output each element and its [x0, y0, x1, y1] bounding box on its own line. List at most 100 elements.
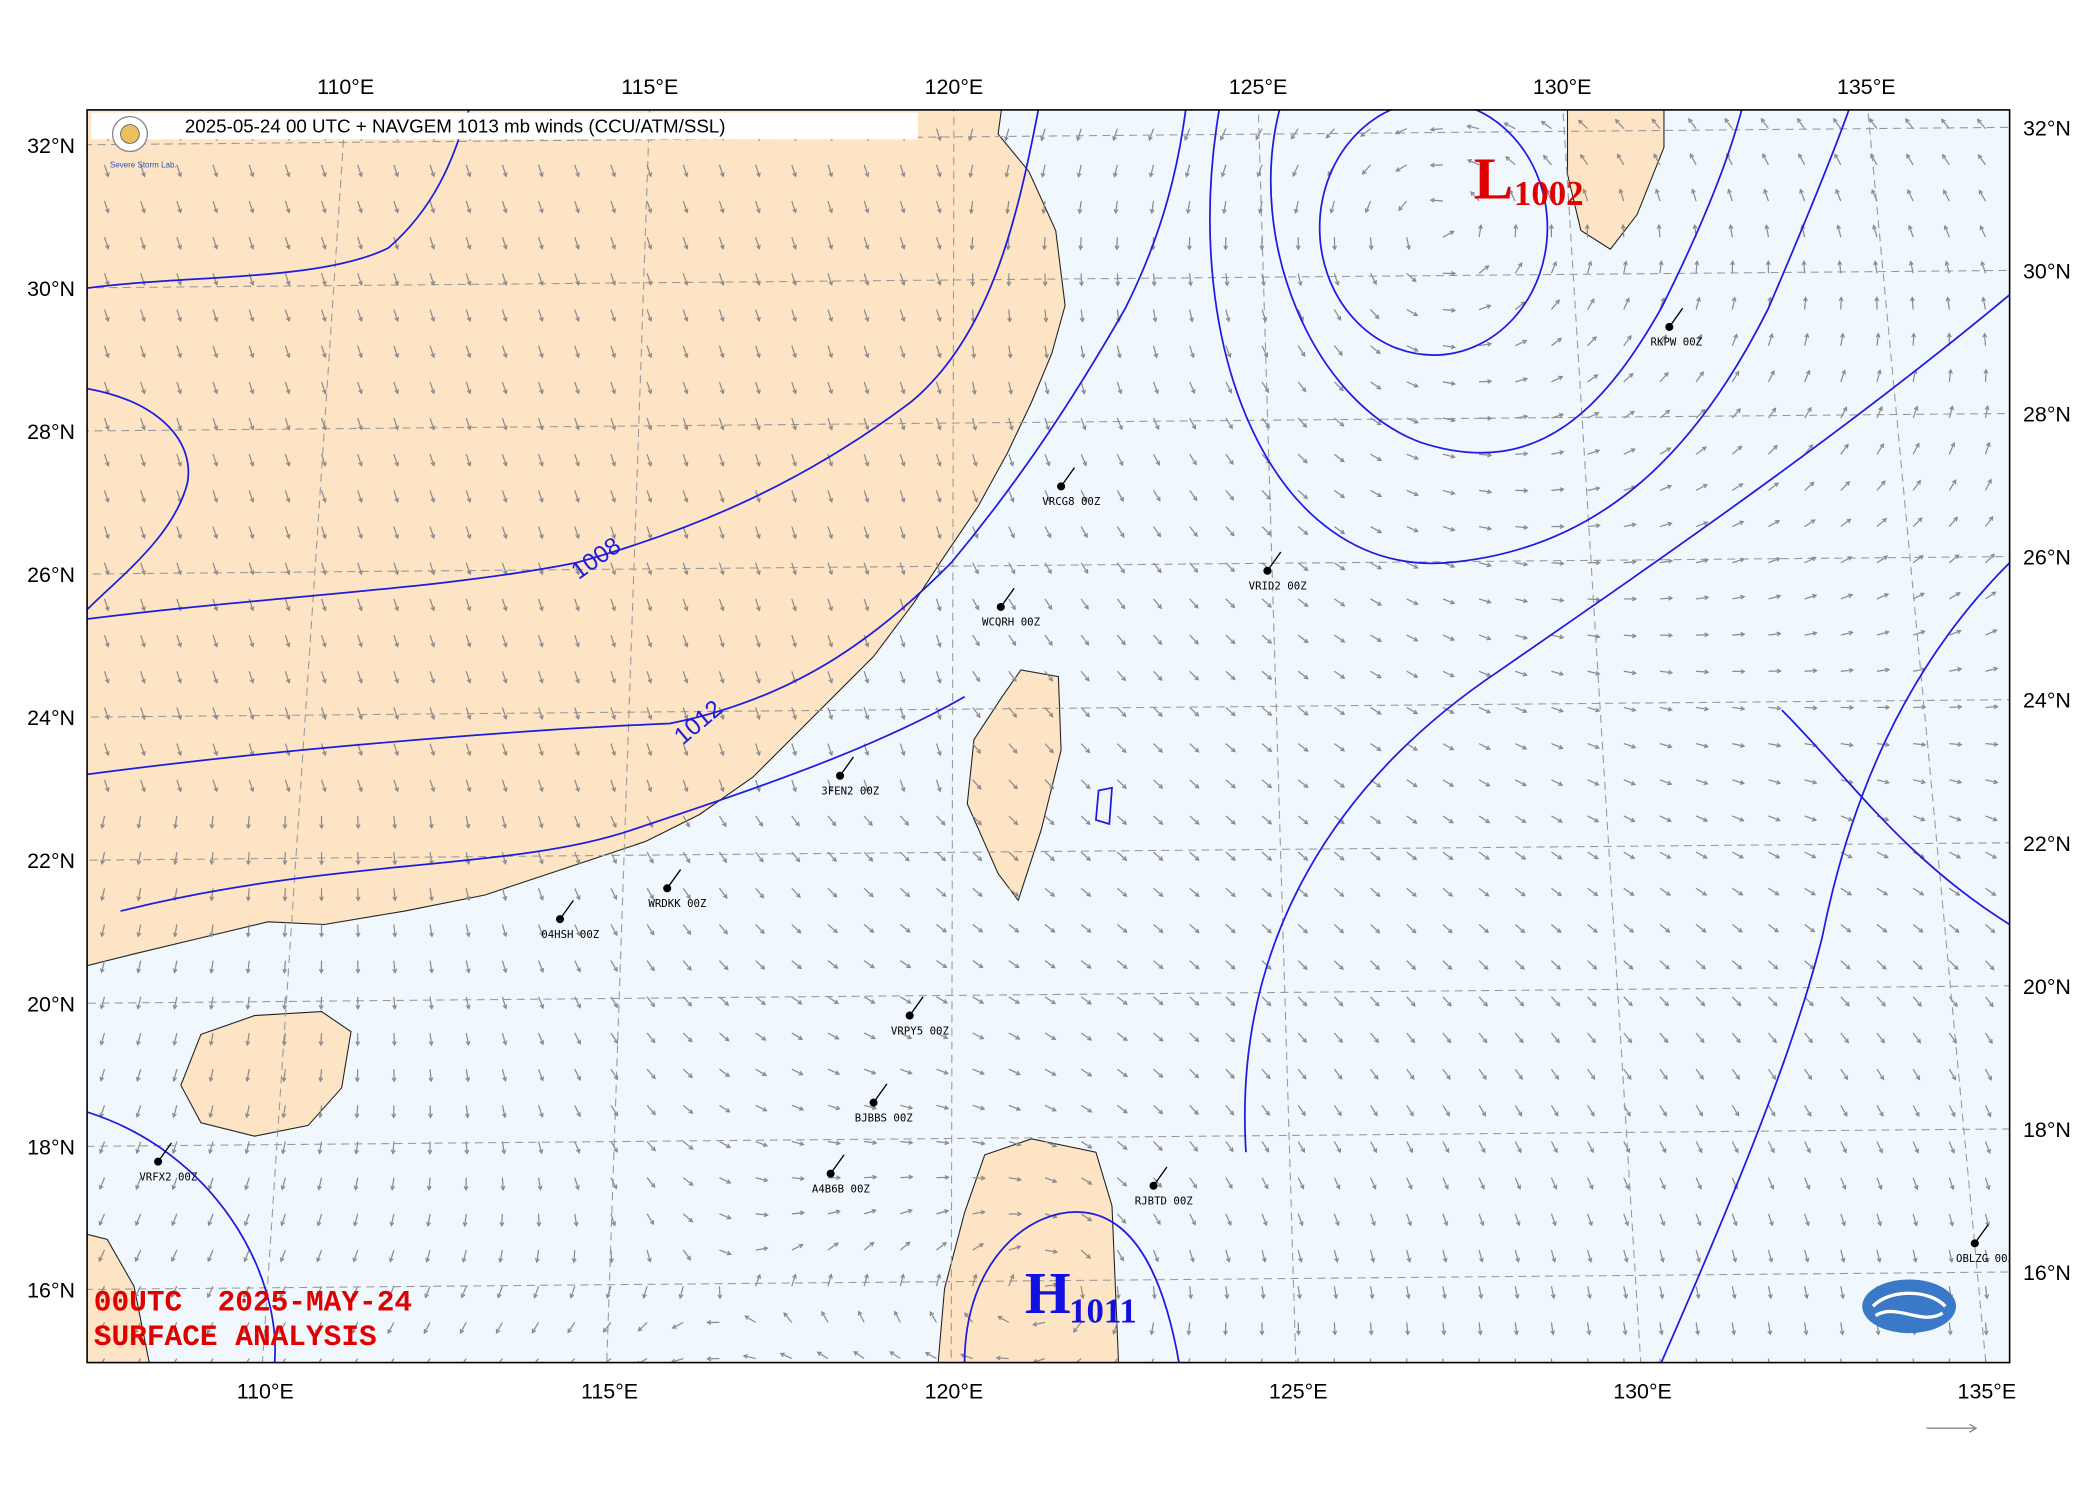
wind-arrow-head [611, 642, 617, 648]
wind-arrow [1840, 996, 1850, 1007]
wind-arrow-head [141, 172, 146, 178]
wind-arrow-head [249, 678, 255, 684]
wind-arrow-head [1049, 820, 1055, 826]
wind-arrow [574, 454, 580, 466]
wind-arrow [1912, 517, 1923, 528]
wind-arrow-head [1594, 817, 1600, 823]
wind-arrow-head [1588, 1184, 1594, 1190]
wind-arrow-head [1376, 819, 1382, 824]
wind-arrow [1225, 526, 1235, 537]
wind-arrow-head [683, 497, 689, 504]
wind-arrow-head [1631, 522, 1637, 528]
wind-arrow [173, 1358, 178, 1363]
wind-arrow [1550, 1177, 1557, 1189]
wind-arrow-head [1953, 965, 1959, 971]
wind-arrow [719, 1140, 731, 1148]
wind-arrow [1876, 1068, 1885, 1080]
wind-arrow-head [1188, 1294, 1194, 1300]
wind-arrow [574, 1213, 578, 1226]
wind-arrow [646, 1032, 656, 1043]
wind-arrow-head [611, 714, 617, 721]
wind-arrow [1479, 380, 1492, 383]
wind-arrow-head [1915, 442, 1920, 448]
wind-arrow-head [1087, 1144, 1093, 1149]
wind-arrow-head [980, 1140, 986, 1146]
wind-arrow [1008, 562, 1016, 574]
right-latitude-label: 16°N [2023, 1261, 2071, 1285]
wind-arrow [791, 164, 797, 177]
wind-arrow [1370, 1068, 1379, 1080]
wind-arrow [682, 960, 692, 971]
wind-arrow [1804, 1068, 1812, 1080]
wind-arrow [1370, 1141, 1377, 1153]
wind-arrow [972, 454, 977, 466]
wind-arrow-head [1009, 497, 1015, 503]
wind-arrow [1189, 743, 1199, 753]
wind-arrow-head [1115, 1294, 1121, 1300]
wind-arrow [429, 200, 435, 213]
wind-arrow [1478, 1322, 1482, 1335]
wind-arrow [465, 888, 470, 901]
wind-arrow [936, 1210, 949, 1215]
wind-arrow-head [245, 896, 251, 902]
wind-arrow-head [1119, 532, 1125, 538]
station-barb [909, 996, 924, 1016]
wind-arrow-head [1303, 783, 1309, 789]
wind-arrow-head [1484, 265, 1490, 270]
wind-arrow [1984, 1249, 1989, 1262]
wind-arrow-head [1558, 708, 1564, 713]
wind-arrow [827, 273, 833, 285]
wind-arrow [209, 1358, 214, 1363]
wind-arrow-head [649, 894, 654, 900]
wind-arrow-head [1911, 332, 1917, 338]
wind-arrow [1442, 1322, 1445, 1335]
wind-arrow [1365, 200, 1372, 213]
wind-arrow [1261, 1213, 1268, 1226]
wind-arrow-head [832, 857, 837, 863]
wind-arrow-head [1839, 1330, 1845, 1336]
wind-arrow-head [647, 425, 653, 431]
wind-arrow-head [1595, 523, 1601, 529]
wind-arrow-head [1559, 487, 1565, 493]
wind-arrow [429, 526, 435, 539]
station-barb [830, 1154, 845, 1175]
wind-arrow-head [1154, 424, 1160, 431]
wind-arrow [755, 417, 761, 430]
wind-arrow-head [1916, 479, 1922, 485]
wind-arrow-head [1805, 369, 1811, 375]
wind-arrow-head [1982, 332, 1988, 338]
wind-arrow-head [177, 389, 182, 395]
wind-arrow [1804, 669, 1817, 672]
wind-arrow [1442, 743, 1454, 751]
wind-arrow-head [1084, 676, 1090, 682]
wind-arrow-head [857, 1310, 863, 1316]
wind-arrow [103, 562, 109, 575]
wind-arrow-head [104, 750, 110, 757]
wind-arrow [1442, 381, 1455, 385]
wind-arrow-head [795, 821, 800, 827]
wind-arrow-head [1413, 636, 1419, 642]
wind-arrow [103, 200, 109, 213]
wind-arrow-head [1732, 1221, 1738, 1227]
wind-arrow-head [207, 1185, 213, 1191]
wind-arrow-head [316, 1221, 322, 1227]
wind-arrow-head [1487, 415, 1493, 421]
wind-arrow [682, 236, 688, 249]
wind-arrow-head [1871, 188, 1876, 195]
wind-arrow-head [1877, 1221, 1882, 1227]
wind-arrow [1008, 309, 1011, 322]
wind-arrow-head [900, 244, 906, 250]
wind-arrow [574, 417, 580, 430]
wind-arrow [682, 924, 691, 935]
wind-arrow-head [502, 714, 508, 721]
wind-arrow [98, 1322, 106, 1334]
wind-arrow-head [1521, 781, 1527, 787]
wind-arrow [1767, 407, 1777, 419]
wind-arrow-head [1261, 281, 1266, 287]
wind-arrow [755, 236, 761, 249]
wind-arrow-head [647, 389, 653, 395]
wind-arrow [531, 1322, 540, 1334]
wind-arrow [1478, 996, 1488, 1007]
wind-arrow [1767, 1286, 1772, 1299]
wind-arrow [137, 1032, 142, 1045]
